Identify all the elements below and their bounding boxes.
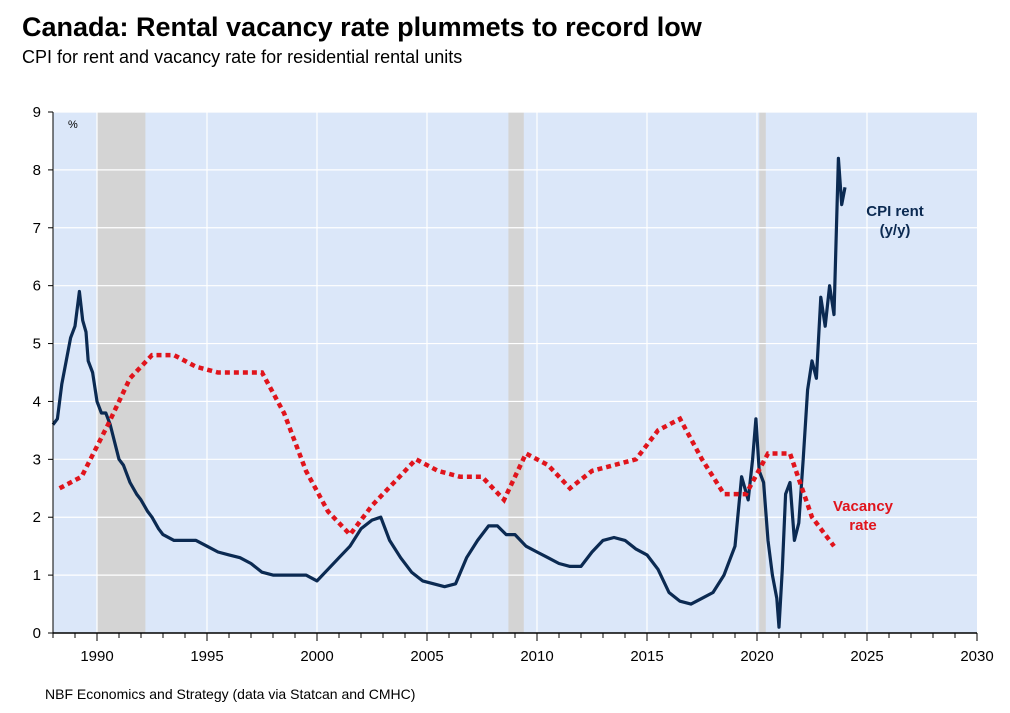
series-annotation-label: CPI rent <box>866 203 924 220</box>
y-tick-label: 2 <box>33 509 41 526</box>
chart-title: Canada: Rental vacancy rate plummets to … <box>22 12 702 42</box>
chart-subtitle: CPI for rent and vacancy rate for reside… <box>22 47 463 67</box>
y-unit-label: % <box>68 119 78 131</box>
x-tick-label: 2000 <box>300 648 333 665</box>
y-tick-label: 4 <box>33 393 41 410</box>
y-tick-label: 0 <box>33 625 41 642</box>
x-tick-label: 2015 <box>630 648 663 665</box>
recession-shade <box>97 112 146 633</box>
x-tick-label: 2030 <box>960 648 993 665</box>
y-tick-label: 1 <box>33 567 41 584</box>
y-tick-label: 7 <box>33 220 41 237</box>
x-tick-label: 1995 <box>190 648 223 665</box>
chart-source: NBF Economics and Strategy (data via Sta… <box>45 686 416 702</box>
x-tick-label: 2005 <box>410 648 443 665</box>
y-tick-label: 6 <box>33 278 41 295</box>
series-annotation-label: (y/y) <box>880 222 911 239</box>
series-annotation-label: Vacancy <box>833 498 894 515</box>
y-tick-label: 5 <box>33 336 41 353</box>
y-tick-label: 8 <box>33 162 41 179</box>
recession-shade <box>508 112 524 633</box>
x-tick-label: 1990 <box>80 648 113 665</box>
x-tick-label: 2010 <box>520 648 553 665</box>
series-annotation-label: rate <box>849 517 877 534</box>
series-line-vacancy-rate <box>58 352 836 548</box>
y-tick-label: 9 <box>33 104 41 121</box>
y-tick-label: 3 <box>33 451 41 468</box>
x-tick-label: 2020 <box>740 648 773 665</box>
x-tick-label: 2025 <box>850 648 883 665</box>
recession-shade <box>759 112 766 633</box>
series-line-cpi-rent <box>51 156 847 629</box>
